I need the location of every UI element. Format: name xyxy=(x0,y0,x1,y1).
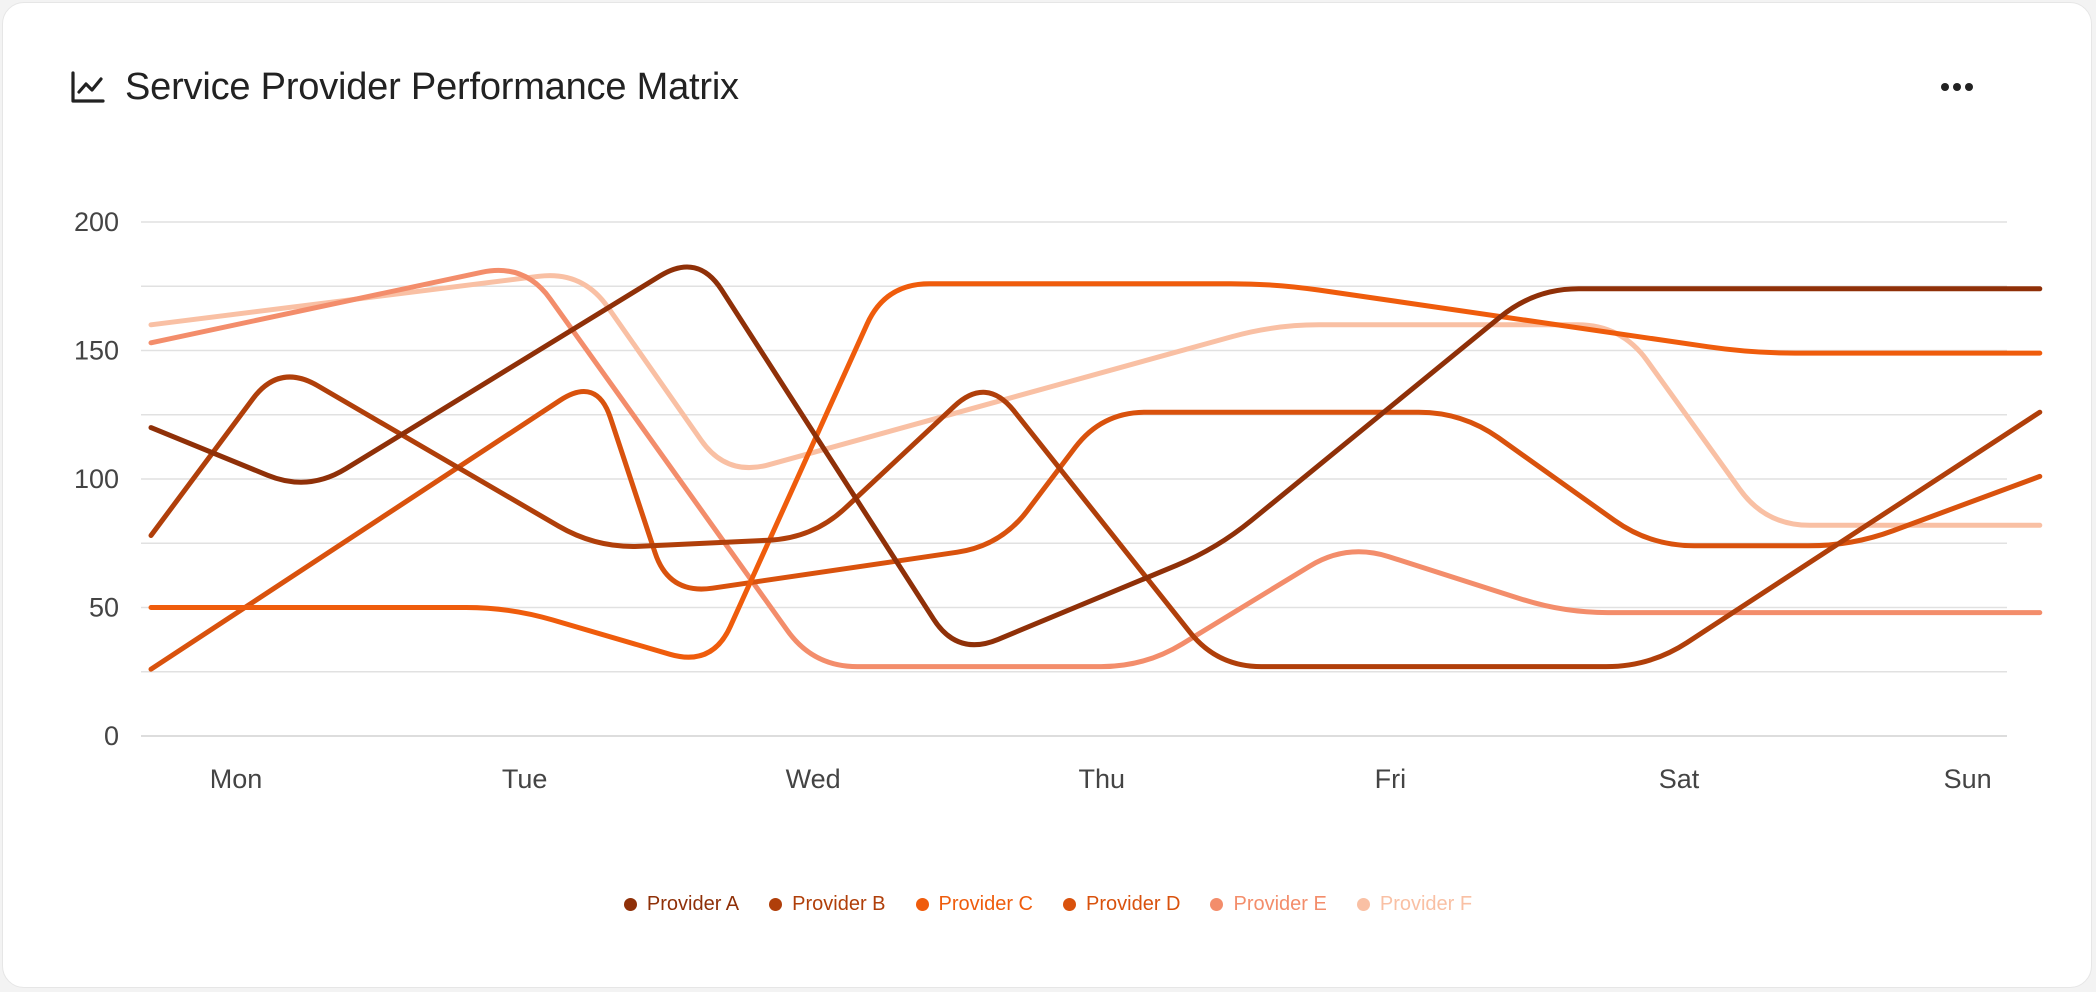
x-tick-label: Tue xyxy=(502,764,548,794)
y-tick-label: 150 xyxy=(74,336,119,366)
legend-dot-icon xyxy=(1356,898,1370,911)
more-options-button[interactable] xyxy=(1929,63,1985,111)
chart-legend: Provider A Provider B Provider C Provider D… xyxy=(3,893,2093,916)
x-tick-label: Sat xyxy=(1659,764,1700,794)
card-header: Service Provider Performance Matrix xyxy=(67,59,739,115)
y-tick-label: 0 xyxy=(104,721,119,751)
x-tick-label: Thu xyxy=(1079,764,1126,794)
line-chart: 0 50 100 150 200 Mon Tue Wed Thu Fri Sat Sun xyxy=(74,207,2043,794)
x-tick-label: Fri xyxy=(1375,764,1406,794)
y-tick-label: 100 xyxy=(74,464,119,494)
legend-item-provider-d[interactable]: Provider D xyxy=(1063,893,1180,916)
legend-item-provider-c[interactable]: Provider C xyxy=(915,893,1033,916)
legend-item-provider-f[interactable]: Provider F xyxy=(1356,893,1473,916)
legend-dot-icon xyxy=(915,898,929,911)
x-tick-label: Sun xyxy=(1944,764,1992,794)
x-axis: Mon Tue Wed Thu Fri Sat Sun xyxy=(210,764,1992,794)
series-line-provider-f xyxy=(148,273,2043,528)
series-line-provider-b xyxy=(148,374,2043,670)
x-tick-label: Wed xyxy=(786,764,841,794)
legend-dot-icon xyxy=(769,898,783,911)
legend-item-provider-a[interactable]: Provider A xyxy=(623,893,740,916)
x-tick-label: Mon xyxy=(210,764,263,794)
series-line-provider-c xyxy=(148,281,2043,660)
legend-label: Provider B xyxy=(792,893,886,915)
y-axis: 0 50 100 150 200 xyxy=(74,207,119,751)
legend-label: Provider A xyxy=(646,893,740,915)
y-tick-label: 50 xyxy=(89,593,119,623)
legend-item-provider-b[interactable]: Provider B xyxy=(769,893,886,916)
grid-lines xyxy=(141,221,2007,737)
legend-label: Provider F xyxy=(1379,893,1473,915)
legend-item-provider-e[interactable]: Provider E xyxy=(1210,893,1327,916)
line-chart-icon xyxy=(67,67,107,107)
chart-title: Service Provider Performance Matrix xyxy=(125,65,739,108)
legend-dot-icon xyxy=(1210,898,1224,911)
legend-label: Provider E xyxy=(1233,893,1327,915)
legend-label: Provider D xyxy=(1086,893,1181,915)
y-tick-label: 200 xyxy=(74,207,119,237)
series-line-provider-e xyxy=(148,267,2043,670)
legend-dot-icon xyxy=(623,898,637,911)
series-line-provider-d xyxy=(148,389,2043,672)
series-lines xyxy=(148,264,2043,672)
series-line-provider-a xyxy=(148,264,2043,648)
legend-dot-icon xyxy=(1063,898,1076,911)
more-horizontal-icon xyxy=(1940,82,1974,92)
legend-label: Provider C xyxy=(938,893,1033,915)
